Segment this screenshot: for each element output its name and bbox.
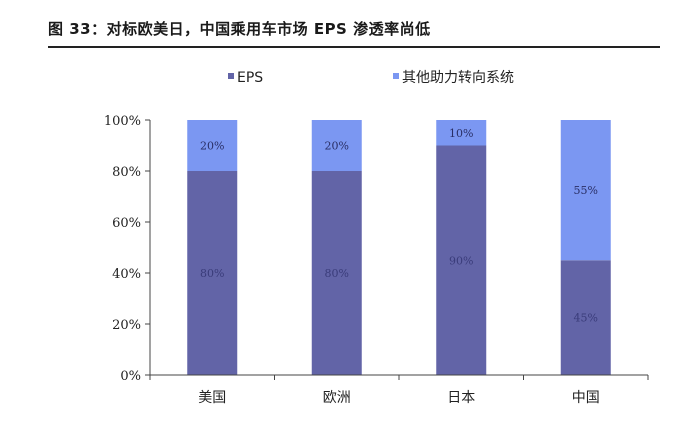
legend-swatch-1 [393,73,399,79]
bar-1-2 [436,120,487,146]
data-label-1-3: 55% [574,184,598,197]
figure-title: 图 33：对标欧美日，中国乘用车市场 EPS 渗透率尚低 [48,20,431,38]
data-label-1-0: 20% [200,140,224,153]
category-label-2: 日本 [447,390,475,406]
y-tick-label-3: 60% [112,216,141,231]
bar-1-1 [311,120,362,171]
legend-swatch-0 [228,73,234,79]
title-divider [48,46,660,48]
legend-label-1: 其他助力转向系统 [402,70,514,86]
y-tick-label-1: 20% [112,318,141,333]
data-label-0-0: 80% [200,267,224,280]
data-label-0-2: 90% [449,254,473,267]
bar-0-1 [311,171,362,375]
y-tick-label-5: 100% [104,114,141,129]
bar-0-0 [187,171,238,375]
y-tick-label-4: 80% [112,165,141,180]
bar-0-2 [436,145,487,375]
category-label-1: 欧洲 [323,390,351,406]
category-label-3: 中国 [572,390,600,406]
data-label-1-1: 20% [325,140,349,153]
bar-1-3 [560,120,611,261]
data-label-0-1: 80% [325,267,349,280]
bar-0-3 [560,260,611,375]
category-label-0: 美国 [198,390,226,406]
legend-label-0: EPS [237,70,263,86]
data-label-0-3: 45% [574,312,598,325]
bar-1-0 [187,120,238,171]
data-label-1-2: 10% [449,127,473,140]
y-tick-label-2: 40% [112,267,141,282]
y-tick-label-0: 0% [120,369,141,384]
